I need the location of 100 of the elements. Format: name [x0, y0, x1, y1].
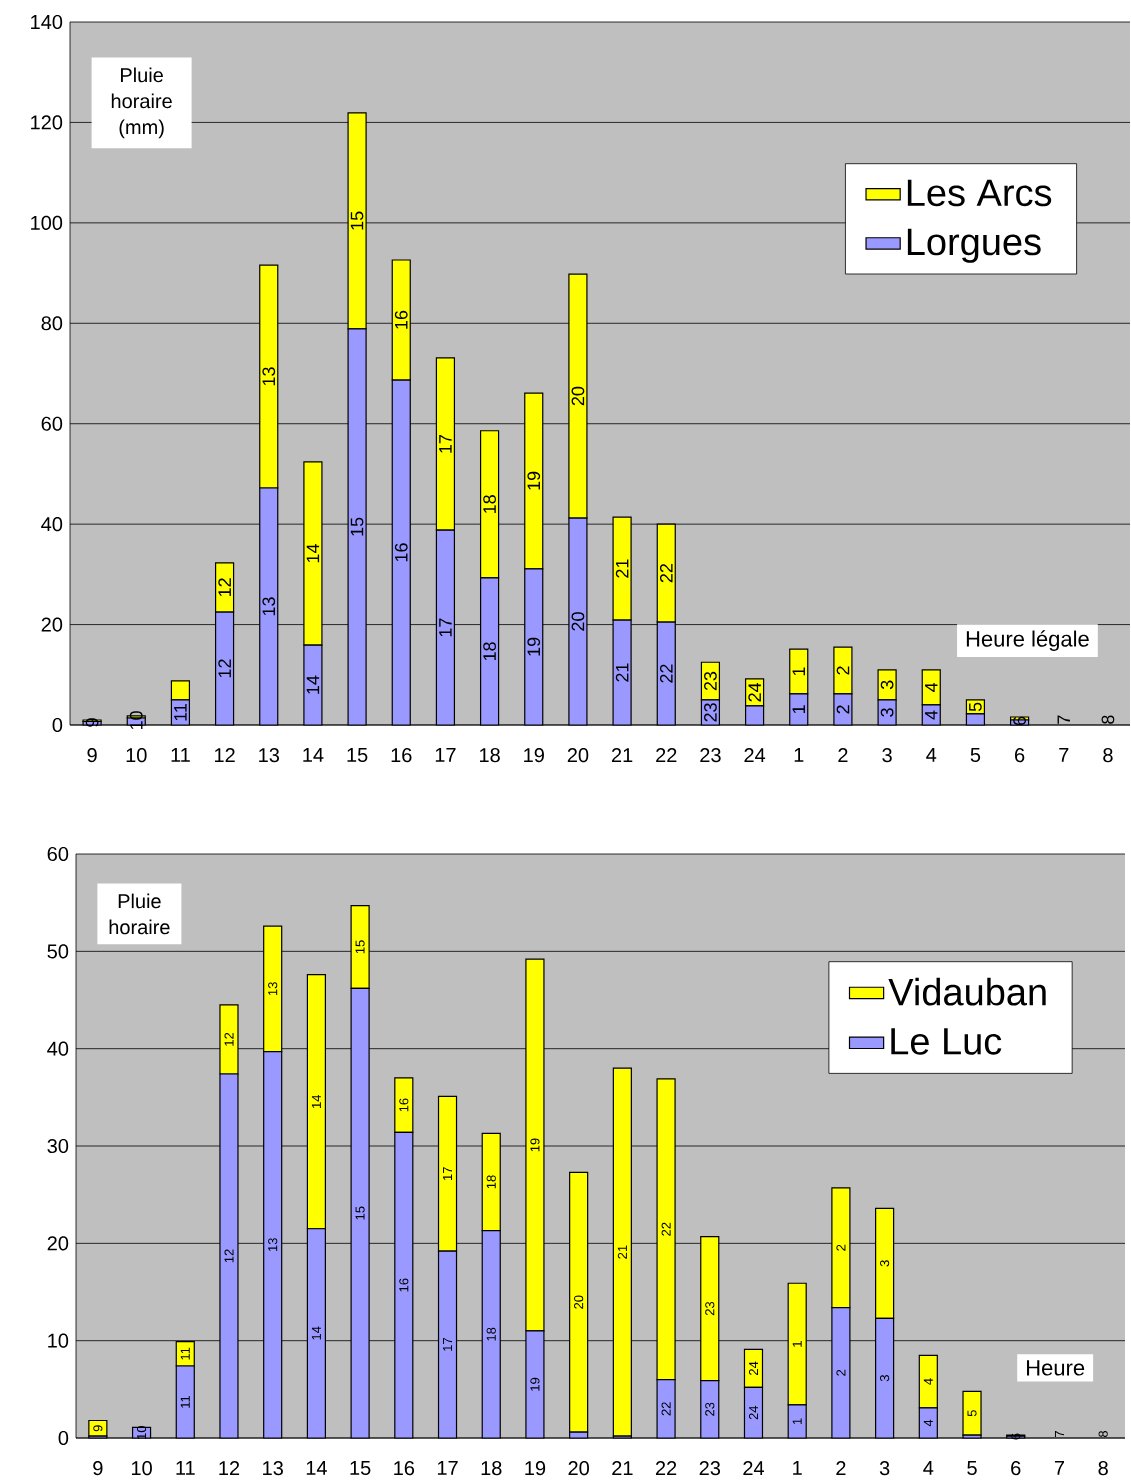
x-tick-label: 13	[263, 1461, 283, 1476]
x-tick-label: 24	[743, 1461, 765, 1476]
category-label: 23	[705, 1402, 715, 1416]
x-tick-label: 17	[435, 748, 456, 762]
category-label: 17	[439, 434, 452, 453]
category-label: 15	[350, 517, 364, 536]
category-label: 19	[530, 1377, 540, 1391]
category-label: 13	[262, 597, 276, 616]
y-tick-label: 20	[47, 1236, 69, 1251]
x-tick-label: 14	[306, 1461, 327, 1475]
category-label: 18	[483, 642, 496, 661]
category-label: 15	[355, 940, 365, 954]
category-label: 12	[218, 578, 231, 597]
x-tick-label: 2	[838, 748, 848, 763]
y-tick-label: 20	[41, 617, 63, 632]
x-tick-label: 3	[879, 1461, 890, 1476]
category-label: 21	[615, 559, 629, 578]
x-tick-label: 17	[437, 1461, 458, 1475]
category-label: 1	[792, 1418, 802, 1425]
y-tick-label: 60	[47, 846, 69, 862]
x-tick-label: 8	[1103, 748, 1113, 763]
category-label: 16	[399, 1098, 409, 1112]
x-tick-label: 9	[87, 748, 97, 763]
x-tick-label: 5	[970, 748, 981, 763]
category-label: 18	[486, 1175, 496, 1189]
y-axis-title: Pluie horaire (mm)	[111, 67, 172, 139]
y-tick-label: 40	[47, 1041, 69, 1056]
category-label: 3	[880, 680, 894, 690]
category-label: 13	[262, 367, 276, 386]
x-axis-title: Heure légale	[966, 630, 1089, 652]
category-label: 22	[659, 564, 673, 583]
y-tick-label: 100	[31, 215, 63, 230]
x-tick-label: 7	[1059, 748, 1069, 762]
x-tick-label: 10	[126, 748, 147, 763]
category-label: 13	[268, 1238, 278, 1252]
category-label: 18	[483, 495, 496, 513]
x-tick-label: 1	[793, 1461, 802, 1475]
category-label: 24	[748, 1361, 759, 1375]
category-label: 14	[311, 1326, 321, 1340]
x-tick-label: 22	[655, 1461, 677, 1476]
y-tick-label: 60	[41, 416, 63, 431]
x-tick-label: 21	[611, 748, 633, 763]
y-tick-label: 40	[41, 517, 63, 532]
category-label: 6	[1013, 716, 1026, 726]
category-label: 9	[93, 1425, 103, 1432]
category-label: 13	[268, 982, 278, 996]
y-tick-label: 30	[47, 1138, 69, 1154]
category-label: 17	[439, 618, 452, 637]
category-label: 24	[748, 1405, 759, 1420]
category-label: 20	[571, 612, 585, 631]
x-tick-label: 11	[171, 748, 190, 762]
category-label: 12	[218, 659, 231, 678]
category-label: 1	[792, 1341, 802, 1347]
x-tick-label: 18	[480, 748, 500, 763]
legend-label: Les Arcs	[907, 179, 1052, 207]
x-tick-label: 9	[93, 1461, 103, 1476]
x-tick-label: 10	[131, 1461, 152, 1476]
x-tick-label: 20	[567, 748, 589, 763]
category-label: 8	[1098, 1430, 1108, 1438]
x-tick-label: 15	[350, 1461, 371, 1476]
x-tick-label: 7	[1054, 1461, 1065, 1475]
category-label: 15	[355, 1206, 365, 1220]
category-label: 19	[530, 1138, 540, 1152]
x-tick-label: 24	[744, 748, 766, 763]
category-label: 4	[923, 1419, 933, 1427]
category-label: 14	[306, 675, 320, 694]
category-label: 3	[880, 1375, 890, 1382]
category-label: 16	[394, 310, 408, 329]
x-tick-label: 12	[219, 1461, 240, 1476]
x-tick-label: 6	[1015, 748, 1025, 763]
category-label: 11	[180, 1395, 190, 1408]
y-tick-label: 0	[58, 1430, 69, 1446]
category-label: 12	[224, 1032, 234, 1046]
x-tick-label: 20	[568, 1461, 589, 1476]
category-label: 22	[661, 1402, 671, 1416]
x-axis-title: Heure	[1027, 1360, 1085, 1376]
category-label: 21	[617, 1245, 627, 1259]
x-tick-label: 19	[525, 1461, 546, 1476]
category-label: 2	[836, 705, 850, 714]
category-label: 24	[748, 682, 761, 702]
category-label: 11	[174, 703, 187, 721]
y-tick-label: 50	[47, 944, 69, 959]
category-label: 2	[836, 1244, 846, 1251]
category-label: 10	[129, 711, 143, 730]
category-label: 8	[1101, 715, 1115, 724]
category-label: 16	[399, 1278, 409, 1292]
category-label: 2	[836, 666, 850, 675]
category-label: 3	[880, 1260, 890, 1267]
category-label: 19	[527, 471, 541, 490]
category-label: 20	[571, 386, 585, 406]
y-tick-label: 10	[48, 1333, 69, 1348]
category-label: 4	[925, 710, 938, 720]
category-label: 11	[180, 1347, 190, 1360]
x-tick-label: 5	[967, 1461, 977, 1476]
category-label: 19	[527, 637, 541, 656]
category-label: 17	[443, 1167, 452, 1180]
category-label: 17	[443, 1338, 452, 1351]
category-label: 20	[574, 1295, 584, 1309]
category-label: 15	[350, 211, 364, 230]
category-label: 1	[792, 705, 805, 714]
